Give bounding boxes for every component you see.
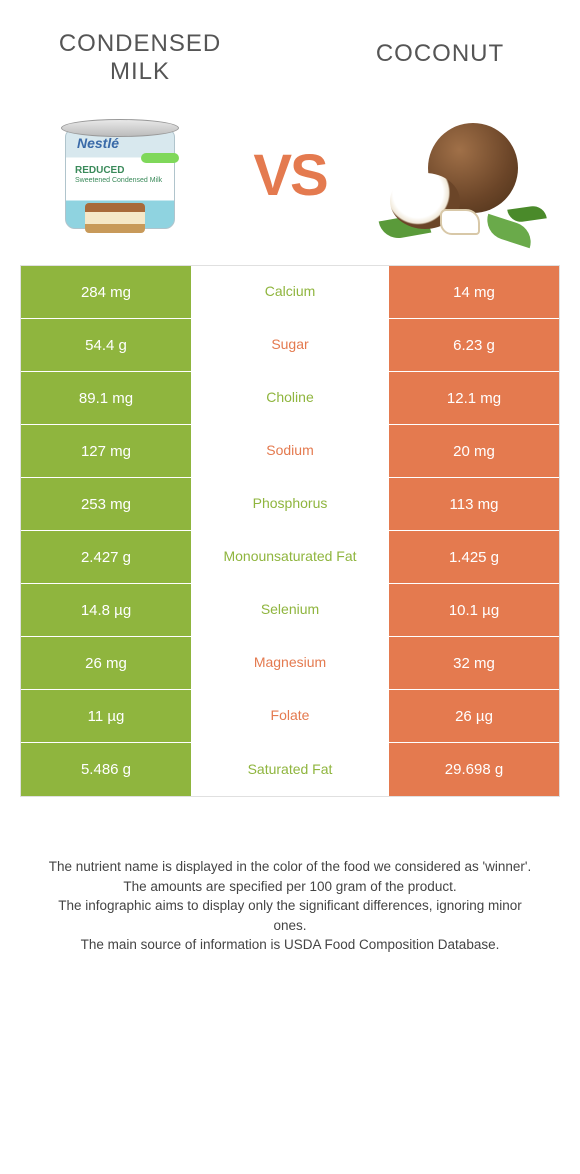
table-row: 2.427 gMonounsaturated Fat1.425 g [21, 531, 559, 584]
value-left: 127 mg [21, 425, 191, 477]
nutrient-label: Magnesium [191, 637, 389, 689]
table-row: 89.1 mgCholine12.1 mg [21, 372, 559, 425]
nutrient-label: Phosphorus [191, 478, 389, 530]
value-right: 32 mg [389, 637, 559, 689]
title-right: COCONUT [340, 30, 540, 85]
nutrient-label: Saturated Fat [191, 743, 389, 796]
nutrient-label: Sugar [191, 319, 389, 371]
value-left: 26 mg [21, 637, 191, 689]
footer-notes: The nutrient name is displayed in the co… [0, 797, 580, 955]
comparison-table: 284 mgCalcium14 mg54.4 gSugar6.23 g89.1 … [20, 265, 560, 797]
table-row: 11 µgFolate26 µg [21, 690, 559, 743]
nutrient-label: Calcium [191, 266, 389, 318]
footer-line: The main source of information is USDA F… [40, 935, 540, 955]
value-left: 253 mg [21, 478, 191, 530]
can-brand: Nestlé [77, 135, 119, 151]
can-line1: REDUCED [75, 165, 124, 176]
value-left: 284 mg [21, 266, 191, 318]
nutrient-label: Choline [191, 372, 389, 424]
title-left: CONDENSED MILK [40, 30, 240, 85]
footer-line: The nutrient name is displayed in the co… [40, 857, 540, 877]
image-coconut [380, 105, 540, 245]
table-row: 26 mgMagnesium32 mg [21, 637, 559, 690]
value-left: 2.427 g [21, 531, 191, 583]
table-row: 14.8 µgSelenium10.1 µg [21, 584, 559, 637]
images-row: Nestlé REDUCED Sweetened Condensed Milk … [0, 95, 580, 265]
value-left: 54.4 g [21, 319, 191, 371]
can-line2: Sweetened Condensed Milk [75, 177, 162, 184]
image-condensed-milk: Nestlé REDUCED Sweetened Condensed Milk [40, 105, 200, 245]
value-right: 6.23 g [389, 319, 559, 371]
nutrient-label: Monounsaturated Fat [191, 531, 389, 583]
table-row: 253 mgPhosphorus113 mg [21, 478, 559, 531]
value-right: 26 µg [389, 690, 559, 742]
nutrient-label: Selenium [191, 584, 389, 636]
value-right: 10.1 µg [389, 584, 559, 636]
vs-label: VS [253, 142, 326, 209]
nutrient-label: Folate [191, 690, 389, 742]
header: CONDENSED MILK COCONUT [0, 0, 580, 95]
table-row: 284 mgCalcium14 mg [21, 266, 559, 319]
value-left: 14.8 µg [21, 584, 191, 636]
value-left: 89.1 mg [21, 372, 191, 424]
value-right: 20 mg [389, 425, 559, 477]
nutrient-label: Sodium [191, 425, 389, 477]
value-right: 12.1 mg [389, 372, 559, 424]
value-left: 5.486 g [21, 743, 191, 796]
table-row: 5.486 gSaturated Fat29.698 g [21, 743, 559, 796]
value-right: 1.425 g [389, 531, 559, 583]
table-row: 54.4 gSugar6.23 g [21, 319, 559, 372]
footer-line: The amounts are specified per 100 gram o… [40, 877, 540, 897]
table-row: 127 mgSodium20 mg [21, 425, 559, 478]
value-left: 11 µg [21, 690, 191, 742]
value-right: 29.698 g [389, 743, 559, 796]
footer-line: The infographic aims to display only the… [40, 896, 540, 935]
value-right: 113 mg [389, 478, 559, 530]
value-right: 14 mg [389, 266, 559, 318]
